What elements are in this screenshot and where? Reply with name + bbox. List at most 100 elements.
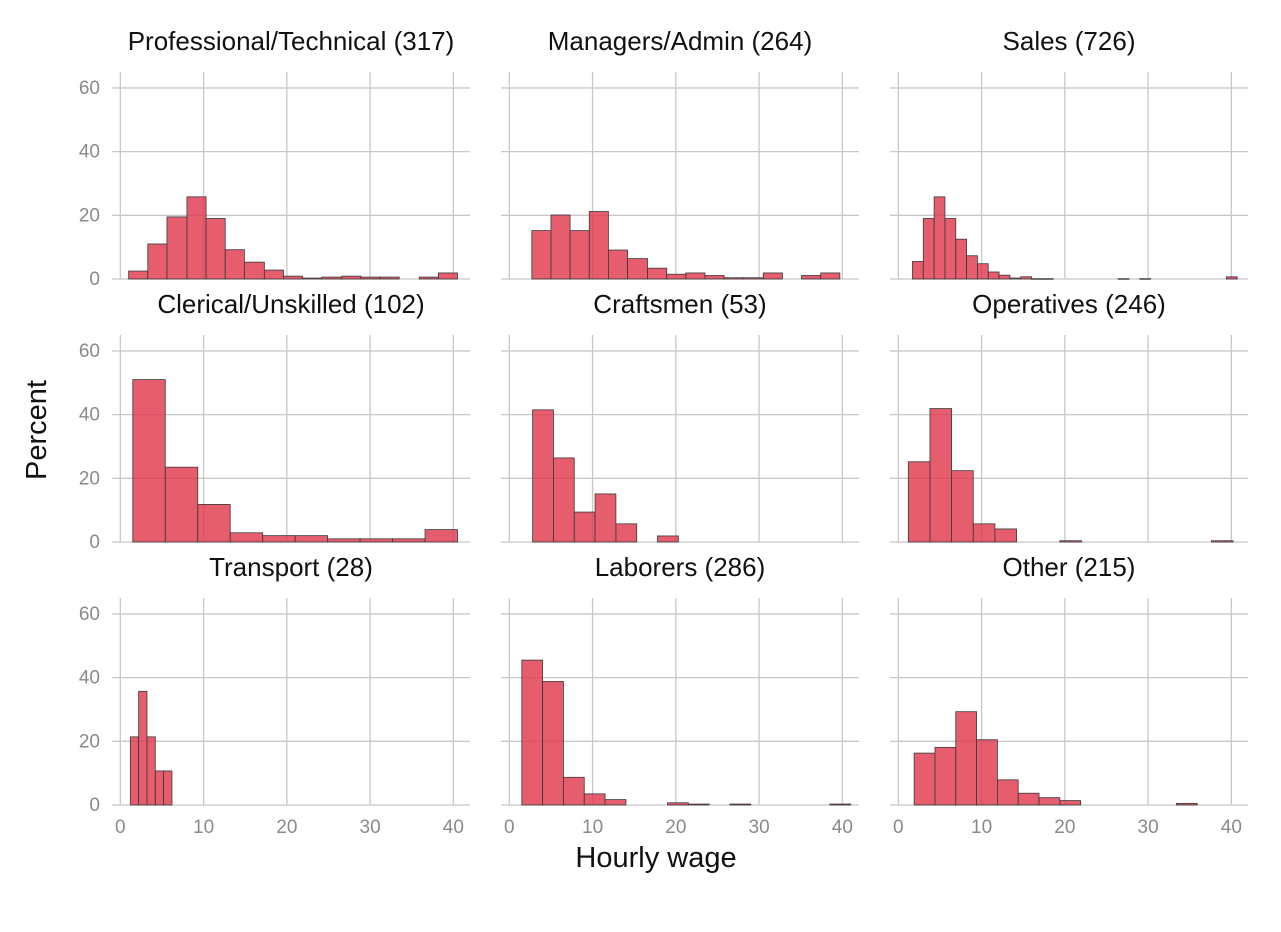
histogram-bar [829,803,852,806]
facet-panel: Craftsmen (53) [501,289,859,543]
x-tick-label: 20 [276,817,297,838]
x-tick-label: 20 [665,817,686,838]
histogram-bar [762,272,783,280]
histogram-bar [283,275,304,280]
histogram-bar [934,746,957,806]
histogram-bar [379,276,400,280]
histogram-bar [987,271,1000,280]
panel-title: Clerical/Unskilled (102) [157,289,424,319]
y-tick-label: 60 [79,78,100,99]
histogram-bar [542,681,564,806]
histogram-bar [907,461,931,543]
histogram-bar [966,255,978,280]
y-axis-title: Percent [21,380,53,480]
y-tick-label: 20 [79,731,100,752]
histogram-bar [583,793,606,806]
histogram-bar [1038,797,1061,806]
x-tick-label: 40 [443,817,464,838]
y-tick-label: 60 [79,341,100,362]
histogram-bar [667,802,689,806]
histogram-bar [994,528,1017,543]
panels-layer: Professional/Technical (317) 0 20 40 60 Manag… [79,26,1248,838]
facet-panel: Other (215) 0 10 20 30 40 [890,552,1248,838]
histogram-bar [1210,540,1234,543]
histogram-bar [360,276,381,280]
histogram-bar [944,218,957,280]
histogram-bar [647,267,668,280]
panel-title: Other (215) [1003,552,1136,582]
histogram-bar [294,535,329,543]
histogram-bar [922,218,935,280]
facet-panel: Operatives (246) [890,289,1248,543]
histogram-bar [163,770,173,806]
histogram-bar [1059,800,1082,806]
histogram-bar [929,408,953,543]
panel-title: Sales (726) [1003,26,1136,56]
x-axis-title: Hourly wage [575,842,736,874]
x-tick-label: 0 [893,817,904,838]
histogram-bar [1117,278,1130,280]
histogram-bar [164,466,199,543]
facet-panel: Professional/Technical (317) 0 20 40 60 [79,26,470,290]
y-tick-label: 0 [89,269,100,290]
panel-title: Laborers (286) [595,552,766,582]
histogram-bar [263,269,284,280]
histogram-bar [977,263,989,280]
histogram-bar [933,196,946,280]
histogram-bar [146,736,156,806]
histogram-bar [569,230,590,280]
histogram-bar [392,538,426,543]
histogram-bar [197,504,231,543]
histogram-bar [723,277,744,280]
histogram-bar [1017,792,1040,806]
histogram-bar [186,196,207,280]
histogram-bar [563,776,585,806]
histogram-bar [418,276,439,280]
histogram-bar [685,272,706,280]
histogram-bar [913,752,936,806]
x-tick-label: 40 [832,817,853,838]
x-tick-label: 20 [1054,817,1075,838]
facet-panel: Clerical/Unskilled (102) 0 20 40 60 [79,289,470,553]
histogram-bar [997,779,1019,806]
x-tick-label: 30 [749,817,770,838]
histogram-bar [594,493,617,543]
histogram-bar [951,470,974,543]
histogram-bar [359,538,393,543]
y-tick-label: 40 [79,668,100,689]
histogram-bar [1139,278,1151,280]
y-tick-label: 0 [89,795,100,816]
histogram-bar [573,511,596,543]
histogram-bar [437,272,458,280]
histogram-bar [1020,276,1032,280]
histogram-bar [1059,540,1082,543]
histogram-bar [224,249,245,280]
histogram-bar [531,230,552,280]
x-tick-label: 10 [193,817,214,838]
histogram-bar [166,216,188,280]
panel-title: Craftsmen (53) [593,289,766,319]
y-tick-label: 20 [79,205,100,226]
histogram-bar [972,523,996,543]
histogram-bar [327,538,361,543]
y-tick-label: 40 [79,142,100,163]
histogram-bar [128,270,149,280]
facet-panel: Laborers (286) 0 10 20 30 40 [501,552,859,838]
histogram-bar [1041,278,1054,280]
histogram-bar [550,214,571,280]
histogram-bar [424,529,458,543]
histogram-bar [627,258,648,280]
histogram-bar [262,535,296,543]
x-tick-label: 10 [971,817,992,838]
histogram-bar [521,659,544,806]
histogram-bar [955,238,967,280]
histogram-bar [138,690,148,806]
histogram-bar [801,275,822,280]
histogram-bar [687,803,710,806]
histogram-bar [998,274,1011,280]
histogram-bar [553,457,575,543]
histogram-bar [321,276,343,280]
histogram-bar [132,379,166,543]
histogram-bar [129,736,140,806]
histogram-bar [912,261,924,280]
